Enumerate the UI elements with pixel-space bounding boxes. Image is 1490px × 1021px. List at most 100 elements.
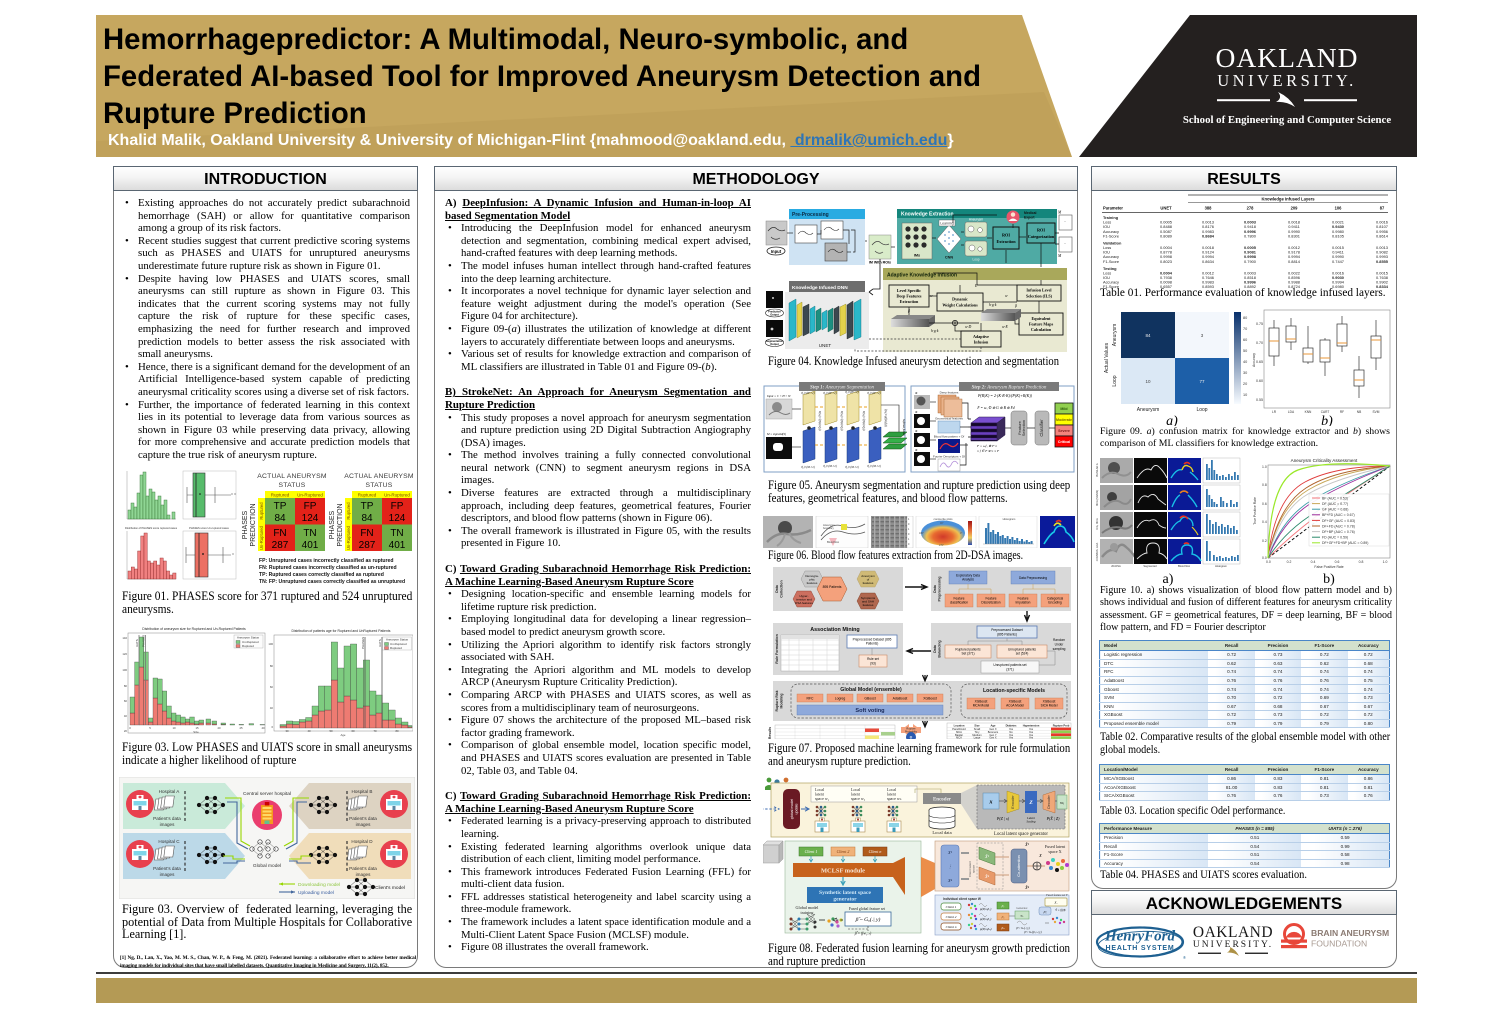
- svg-text:0.8814: 0.8814: [1288, 259, 1301, 264]
- svg-text:0.0021: 0.0021: [1332, 220, 1344, 225]
- svg-text:IOU: IOU: [1103, 275, 1110, 280]
- svg-text:0.7938: 0.7938: [1160, 275, 1172, 280]
- svg-text:Adaptive Knowledge Infusion: Adaptive Knowledge Infusion: [887, 273, 957, 279]
- svg-text:PHASES score Un-ruptured cases: PHASES score Un-ruptured cases: [189, 526, 229, 530]
- svg-text:F = ω₁⋅D ⊕ G ⊕ B ⊕ Fd: F = ω₁⋅D ⊕ G ⊕ B ⊕ Fd: [976, 406, 1014, 410]
- svg-text:ICA, MCA: ICA, MCA: [1095, 518, 1099, 530]
- svg-text:0.9411: 0.9411: [1288, 224, 1300, 229]
- svg-text:120: 120: [122, 652, 127, 656]
- svg-text:M = sigmoid(S): M = sigmoid(S): [766, 432, 786, 436]
- svg-text:E: E: [974, 284, 978, 288]
- svg-text:αₐ: αₐ: [1021, 914, 1024, 918]
- svg-text:0.8596: 0.8596: [1288, 275, 1300, 280]
- svg-text:Accuracy: Accuracy: [1103, 280, 1119, 285]
- svg-text:NB: NB: [1357, 410, 1361, 414]
- svg-text:FN: FN: [360, 528, 373, 539]
- svg-text:Prediction: Prediction: [768, 309, 781, 313]
- svg-text:Feature Maps: Feature Maps: [1029, 322, 1054, 327]
- svg-text:IOU: IOU: [1103, 224, 1110, 229]
- svg-text:Ŷ = f(β̂): Ŷ = f(β̂): [1055, 907, 1066, 912]
- svg-text:0.8089: 0.8089: [1160, 233, 1172, 238]
- svg-text:0.0015: 0.0015: [1332, 245, 1344, 250]
- svg-text:0.8488: 0.8488: [1160, 224, 1172, 229]
- svg-text:Z: Z: [1028, 800, 1033, 806]
- svg-text:SICA Model: SICA Model: [1041, 704, 1058, 708]
- svg-text:PHASES: PHASES: [361, 637, 365, 649]
- svg-text:Patients): Patients): [866, 642, 879, 646]
- svg-text:Client 2: Client 2: [837, 849, 850, 854]
- svg-text:F1-Score: F1-Score: [1103, 233, 1119, 238]
- svg-text:space: space: [972, 865, 976, 873]
- svg-text:Ruptured patients: Ruptured patients: [955, 647, 981, 651]
- svg-text:images: images: [160, 822, 176, 827]
- svg-text:βₙ: βₙ: [1000, 926, 1005, 930]
- svg-text:Client n: Client n: [946, 925, 957, 929]
- svg-text:XGBoost: XGBoost: [1043, 699, 1056, 703]
- svg-text:p(Z|x,βₙ): p(Z|x,βₙ): [979, 927, 991, 932]
- svg-text:70: 70: [373, 729, 377, 733]
- svg-text:𝑓(⋅)×(M⋅×2): 𝑓(⋅)×(M⋅×2): [823, 464, 837, 468]
- svg-text:0.0018: 0.0018: [1202, 245, 1214, 250]
- svg-text:0.0013: 0.0013: [1202, 220, 1214, 225]
- svg-text:Output: Output: [770, 313, 779, 317]
- svg-text:ROI: ROI: [1037, 228, 1045, 233]
- svg-text:15: 15: [195, 726, 199, 730]
- svg-text:BF+FD (AUC = 0.67): BF+FD (AUC = 0.67): [1322, 513, 1355, 517]
- svg-text:0.4: 0.4: [1311, 560, 1316, 564]
- svg-text:Yes: Yes: [1029, 730, 1034, 734]
- svg-text:Patient's data: Patient's data: [153, 866, 181, 871]
- svg-text:FOUNDATION: FOUNDATION: [1311, 939, 1367, 949]
- svg-text:Patient's data: Patient's data: [349, 866, 377, 871]
- svg-text:70: 70: [1243, 327, 1247, 331]
- svg-text:30: 30: [285, 729, 289, 733]
- svg-text:Critical: Critical: [1058, 440, 1070, 444]
- svg-text:0: 0: [908, 543, 910, 546]
- svg-text:0.9178: 0.9178: [1288, 250, 1300, 255]
- svg-text:0.9990: 0.9990: [1288, 229, 1301, 234]
- svg-text:Data: Data: [933, 584, 937, 593]
- svg-text:Unruptured patients set: Unruptured patients set: [993, 663, 1026, 667]
- svg-text:0.70: 0.70: [1256, 341, 1263, 345]
- svg-text:𝑓(⋅)×(H⋅×2): 𝑓(⋅)×(H⋅×2): [845, 390, 859, 394]
- svg-text:0.8724: 0.8724: [1288, 284, 1301, 288]
- svg-text:Aneurysm Status: Aneurysm Status: [237, 636, 260, 640]
- svg-text:0.0: 0.0: [1266, 560, 1271, 564]
- svg-text:FP: FP: [304, 501, 317, 512]
- svg-text:270°: 270°: [939, 544, 944, 547]
- svg-text:X̂¹: X̂¹: [984, 854, 990, 859]
- svg-text:FP: Unruptured cases incorrect: FP: Unruptured cases incorrectly classif…: [259, 558, 393, 564]
- svg-text:Individual client space W: Individual client space W: [943, 897, 981, 901]
- svg-text:Boomers: Boomers: [988, 730, 999, 734]
- svg-text:Feature: Feature: [1018, 596, 1029, 600]
- svg-text:Histogram: Histogram: [1215, 564, 1227, 568]
- svg-text:RF: RF: [1340, 410, 1344, 414]
- svg-text:Deep features: Deep features: [940, 391, 959, 395]
- svg-text:0.8: 0.8: [1262, 483, 1267, 487]
- svg-text:Loop: Loop: [1196, 407, 1207, 413]
- svg-text:MCA (M1/M2): MCA (M1/M2): [1095, 490, 1099, 506]
- svg-text:100: 100: [122, 668, 127, 672]
- svg-text:Preprocessed Dataset (895: Preprocessed Dataset (895: [853, 637, 892, 641]
- svg-text:1: 1: [908, 528, 910, 531]
- svg-text:50: 50: [1243, 349, 1247, 353]
- svg-text:Hospital C: Hospital C: [158, 839, 180, 844]
- svg-text:0.9956: 0.9956: [1376, 229, 1388, 234]
- svg-text:Global Model (ensemble): Global Model (ensemble): [840, 687, 902, 693]
- svg-text:0.7800: 0.7800: [1244, 233, 1257, 238]
- svg-text:40: 40: [261, 726, 265, 730]
- svg-text:Client's model: Client's model: [375, 885, 405, 891]
- svg-text:global model: global model: [790, 799, 794, 820]
- svg-text:Imputation: Imputation: [1016, 601, 1031, 605]
- svg-text:Large: Large: [974, 736, 981, 739]
- svg-text:3: 3: [1201, 333, 1204, 338]
- svg-text:PHASES: PHASES: [329, 510, 336, 539]
- svg-text:Fused latent: Fused latent: [1045, 844, 1066, 849]
- svg-text:Φ: Φ: [915, 391, 918, 395]
- svg-text:Geometrical features: Geometrical features: [935, 417, 963, 421]
- svg-text:Blood flow: Blood flow: [827, 540, 839, 544]
- svg-text:space w₁: space w₁: [815, 796, 830, 801]
- svg-text:Categorization: Categorization: [1028, 234, 1055, 239]
- svg-text:Categorical: Categorical: [1047, 596, 1063, 600]
- svg-text:TN: FP: Unruptured cases corre: TN: FP: Unruptured cases correctly class…: [259, 579, 405, 585]
- svg-text:Ruptured: Ruptured: [271, 493, 290, 498]
